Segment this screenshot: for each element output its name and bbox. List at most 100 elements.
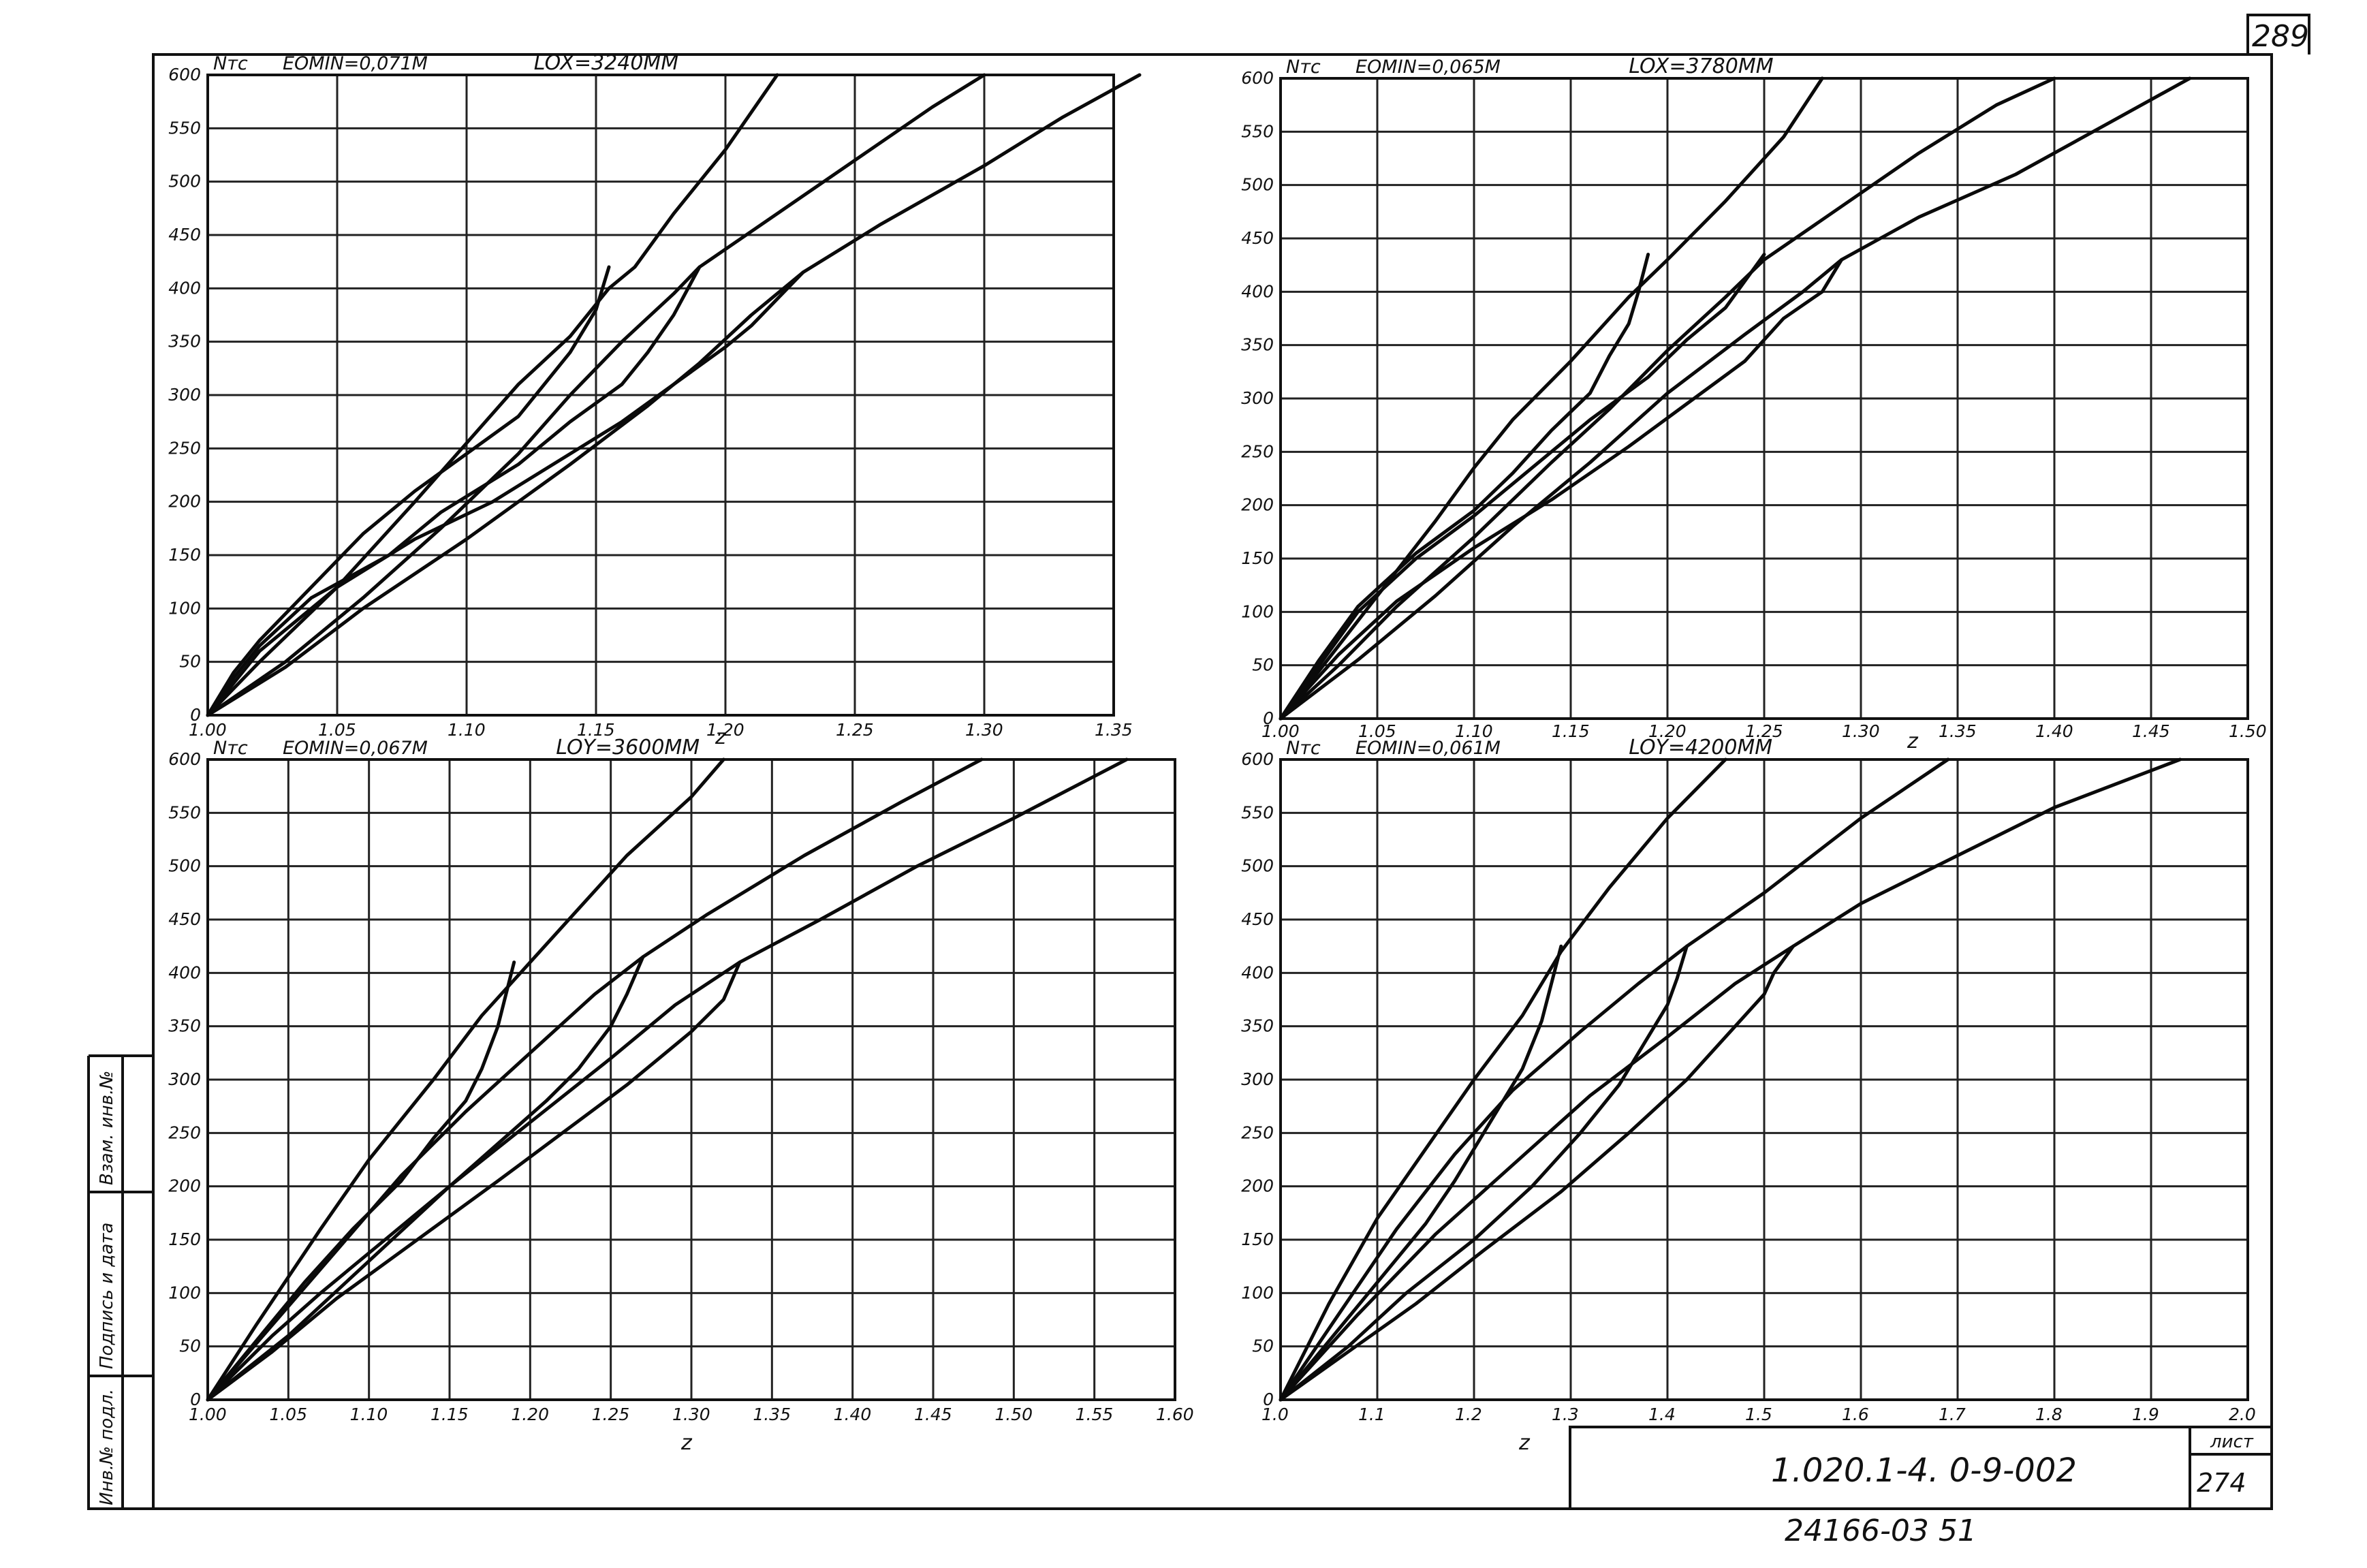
x-tick-label: 1.30 — [1842, 721, 1880, 741]
x-tick-label: 1.10 — [448, 720, 486, 740]
x-tick-label: 1.40 — [2035, 721, 2073, 741]
x-axis-label: z — [680, 1431, 693, 1455]
series-line-0 — [1279, 757, 1727, 1402]
series-line-0 — [206, 757, 725, 1402]
x-tick-label: 1.20 — [706, 720, 744, 740]
series-line-5 — [206, 960, 742, 1402]
x-tick-label: 1.7 — [1939, 1405, 1966, 1424]
x-tick-label: 1.05 — [269, 1405, 307, 1424]
bottom-code: 24166-03 51 — [1785, 1514, 1977, 1548]
y-tick-label: 300 — [168, 385, 201, 405]
series-line-1 — [1279, 757, 1950, 1402]
x-tick-label: 1.55 — [1076, 1405, 1114, 1424]
y-tick-label: 0 — [190, 1390, 201, 1409]
series-line-1 — [206, 757, 984, 1402]
x-tick-label: 1.50 — [994, 1405, 1033, 1424]
sheet-corner-box — [2246, 14, 2310, 54]
x-tick-label: 1.05 — [318, 720, 356, 740]
x-axis-label: z — [715, 725, 727, 749]
x-tick-label: 1.00 — [189, 1405, 227, 1424]
x-tick-label: 1.4 — [1648, 1405, 1676, 1424]
y-tick-label: 300 — [168, 1069, 201, 1089]
eomin-label: EOMIN=0,061M — [1355, 738, 1501, 759]
y-tick-label: 350 — [1241, 1016, 1274, 1036]
y-tick-label: 450 — [1241, 909, 1274, 929]
y-tick-label: 600 — [168, 65, 201, 84]
x-tick-label: 1.45 — [914, 1405, 952, 1424]
y-tick-label: 50 — [1252, 655, 1274, 675]
length-label: LOX=3780MM — [1629, 54, 1774, 78]
chart-panel-br: 1.0 1.1 1.2 1.3 1.4 1.5 1.6 1.7 1.8 1.9 2.0 0 50 100 1… — [1241, 736, 2255, 1455]
y-tick-label: 300 — [1241, 388, 1274, 408]
y-tick-label: 200 — [1241, 1176, 1274, 1196]
series-line-2 — [206, 73, 1142, 717]
plot-area-border — [206, 758, 1176, 1401]
series-line-5 — [206, 270, 805, 717]
y-tick-label: 500 — [1241, 175, 1274, 195]
y-tick-label: 550 — [168, 802, 201, 822]
y-tick-label: 0 — [190, 705, 201, 725]
y-tick-label: 150 — [168, 1229, 201, 1249]
x-tick-label: 1.3 — [1552, 1405, 1579, 1424]
x-tick-label: 1.10 — [1455, 721, 1493, 741]
y-tick-label: 550 — [1241, 802, 1274, 822]
x-tick-label: 1.15 — [1552, 721, 1590, 741]
x-tick-label: 1.10 — [350, 1405, 388, 1424]
length-label: LOX=3240MM — [534, 51, 679, 75]
x-tick-label: 1.35 — [1939, 721, 1977, 741]
series-line-4 — [206, 955, 645, 1402]
x-tick-label: 1.20 — [1648, 721, 1687, 741]
y-tick-label: 450 — [168, 225, 201, 245]
x-tick-label: 1.35 — [1095, 720, 1133, 740]
y-tick-label: 50 — [1252, 1336, 1274, 1356]
title-block: 1.020.1-4. 0-9-002 лист 274 — [1569, 1426, 2272, 1509]
y-tick-label: 100 — [1241, 601, 1274, 621]
x-axis-label: z — [1518, 1431, 1531, 1455]
x-tick-label: 1.30 — [672, 1405, 710, 1424]
x-tick-label: 1.05 — [1358, 721, 1396, 741]
side-label-inv: Инв.№ подл. — [97, 1389, 117, 1505]
x-tick-label: 1.40 — [834, 1405, 872, 1424]
y-axis-label: Nтс — [213, 53, 248, 74]
y-tick-label: 400 — [168, 278, 201, 298]
eomin-label: EOMIN=0,067M — [283, 738, 428, 759]
x-tick-label: 1.0 — [1261, 1405, 1289, 1424]
y-tick-label: 0 — [1263, 1390, 1274, 1409]
y-tick-label: 50 — [179, 1336, 201, 1356]
plot-area-border — [1279, 758, 2249, 1401]
x-tick-label: 1.30 — [965, 720, 1003, 740]
y-tick-label: 450 — [168, 909, 201, 929]
x-tick-label: 1.25 — [836, 720, 874, 740]
x-tick-label: 1.20 — [511, 1405, 549, 1424]
y-axis-label: Nтс — [213, 738, 248, 759]
y-tick-label: 250 — [1241, 441, 1274, 461]
y-tick-label: 600 — [168, 749, 201, 769]
side-label-replace: Взам. инв.№ — [97, 1071, 117, 1185]
y-axis-label: Nтс — [1286, 738, 1321, 759]
x-tick-label: 1.2 — [1455, 1405, 1482, 1424]
y-tick-label: 150 — [168, 545, 201, 565]
x-tick-label: 1.15 — [430, 1405, 469, 1424]
y-tick-label: 400 — [168, 962, 201, 982]
eomin-label: EOMIN=0,065M — [1355, 57, 1501, 78]
y-tick-label: 200 — [168, 492, 201, 512]
series-line-4 — [1279, 944, 1689, 1402]
sheet-frame — [152, 53, 2273, 1510]
x-tick-label: 1.5 — [1745, 1405, 1772, 1424]
eomin-label: EOMIN=0,071M — [283, 53, 428, 74]
y-tick-label: 550 — [168, 118, 201, 138]
x-tick-label: 1.35 — [753, 1405, 791, 1424]
x-tick-label: 1.60 — [1156, 1405, 1194, 1424]
series-line-5 — [1279, 257, 1844, 721]
x-tick-label: 1.9 — [2132, 1405, 2159, 1424]
y-tick-label: 100 — [168, 598, 201, 618]
y-tick-label: 600 — [1241, 68, 1274, 88]
series-line-2 — [206, 757, 1129, 1402]
series-line-4 — [206, 265, 702, 717]
list-label: лист — [2210, 1432, 2254, 1452]
x-tick-label: 1.25 — [1745, 721, 1783, 741]
x-tick-label: 1.25 — [592, 1405, 630, 1424]
x-axis-label: z — [1907, 730, 1919, 753]
y-tick-label: 350 — [168, 1016, 201, 1036]
y-tick-label: 550 — [1241, 121, 1274, 141]
